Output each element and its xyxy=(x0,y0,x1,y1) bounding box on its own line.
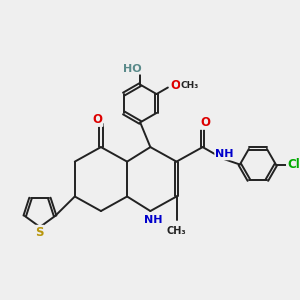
Text: CH₃: CH₃ xyxy=(181,81,199,90)
Text: Cl: Cl xyxy=(287,158,300,171)
Text: CH₃: CH₃ xyxy=(167,226,186,236)
Text: O: O xyxy=(171,79,181,92)
Text: HO: HO xyxy=(123,64,141,74)
Text: S: S xyxy=(35,226,44,239)
Text: NH: NH xyxy=(144,215,163,225)
Text: O: O xyxy=(92,113,103,126)
Text: O: O xyxy=(200,116,210,129)
Text: NH: NH xyxy=(215,149,234,159)
